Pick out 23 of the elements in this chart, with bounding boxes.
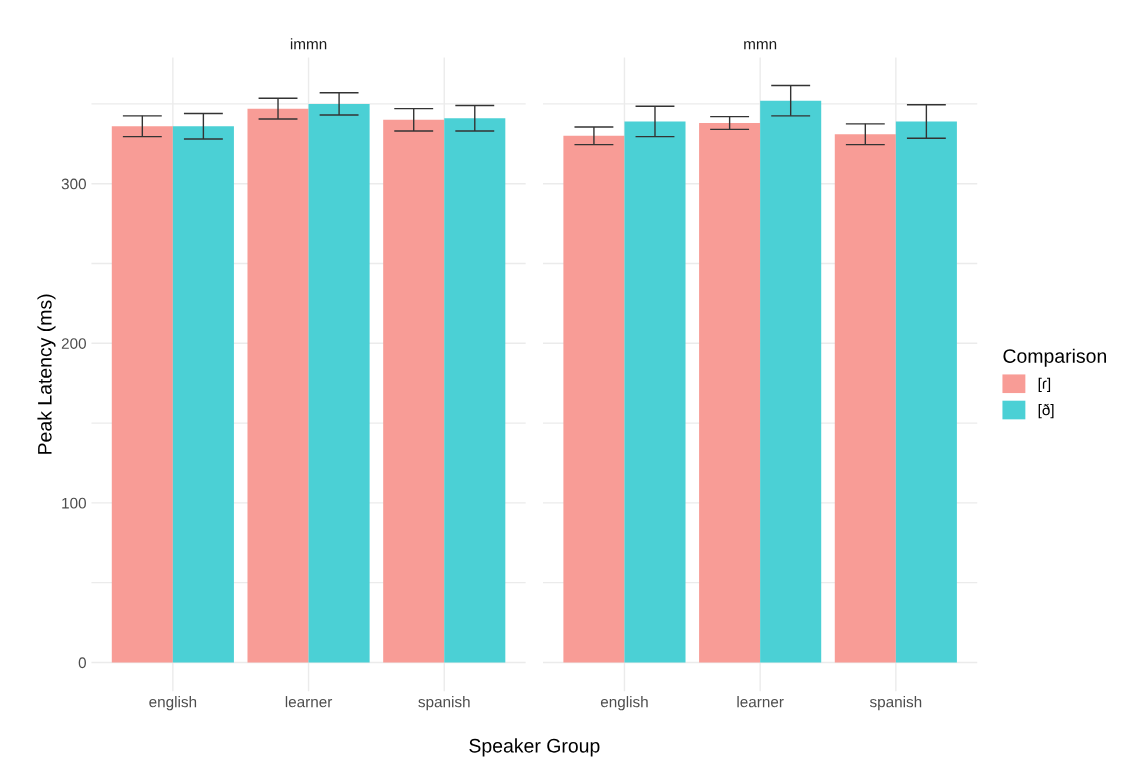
y-tick-label: 0 bbox=[78, 657, 86, 669]
chart-title: mmn bbox=[744, 41, 777, 50]
bar bbox=[834, 134, 896, 663]
chart-title: immn bbox=[290, 38, 327, 50]
bar bbox=[895, 121, 957, 663]
bar bbox=[699, 123, 761, 663]
x-tick-label: learner bbox=[737, 696, 784, 708]
x-tick-label: spanish bbox=[418, 696, 470, 711]
bar bbox=[563, 135, 625, 663]
legend-label: [ð] bbox=[1038, 403, 1054, 419]
y-tick-label: 300 bbox=[61, 178, 86, 190]
x-tick-label: english bbox=[600, 696, 648, 711]
legend-title: Comparison bbox=[1003, 348, 1107, 367]
bar bbox=[624, 121, 686, 663]
x-tick-label: learner bbox=[285, 696, 333, 708]
y-tick-label: 100 bbox=[62, 497, 86, 509]
bar bbox=[760, 100, 822, 663]
x-tick-label: spanish bbox=[869, 696, 922, 711]
x-axis-title: Speaker Group bbox=[469, 738, 600, 757]
y-tick-label: 200 bbox=[61, 338, 86, 349]
y-axis-title: Peak Latency (ms) bbox=[37, 294, 56, 454]
legend-label: [ɾ] bbox=[1038, 377, 1051, 392]
x-tick-label: english bbox=[149, 696, 197, 711]
